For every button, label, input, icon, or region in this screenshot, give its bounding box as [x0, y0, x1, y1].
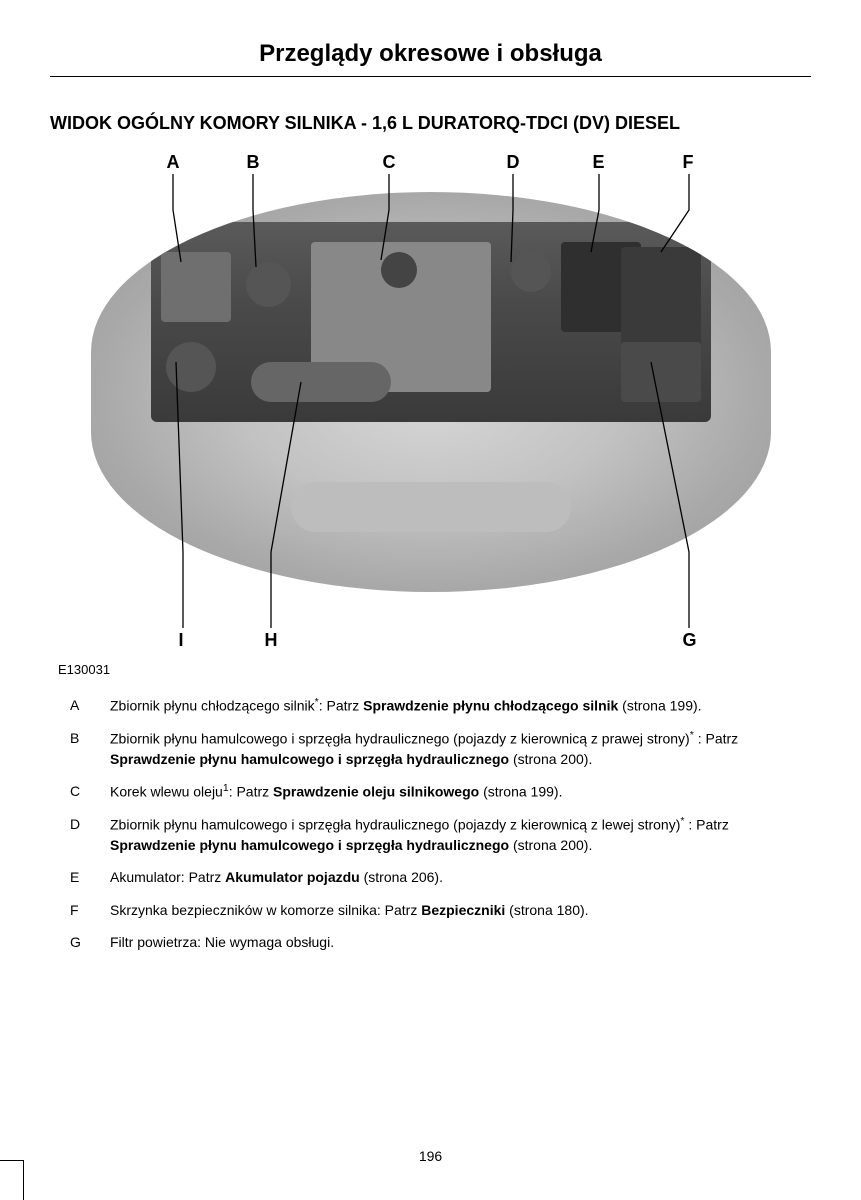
diagram-id: E130031 [58, 662, 811, 677]
callout-lines [51, 152, 811, 652]
legend-list: AZbiornik płynu chłodzącego silnik*: Pat… [50, 695, 811, 952]
legend-letter: A [70, 695, 110, 716]
legend-letter: E [70, 867, 110, 887]
legend-row: FSkrzynka bezpieczników w komorze silnik… [70, 900, 801, 920]
page-number: 196 [0, 1148, 861, 1164]
legend-letter: G [70, 932, 110, 952]
legend-row: CKorek wlewu oleju1: Patrz Sprawdzenie o… [70, 781, 801, 802]
legend-text: Korek wlewu oleju1: Patrz Sprawdzenie ol… [110, 781, 801, 802]
legend-text: Zbiornik płynu hamulcowego i sprzęgła hy… [110, 814, 801, 855]
legend-text: Skrzynka bezpieczników w komorze silnika… [110, 900, 801, 920]
legend-row: BZbiornik płynu hamulcowego i sprzęgła h… [70, 728, 801, 769]
legend-text: Akumulator: Patrz Akumulator pojazdu (st… [110, 867, 801, 887]
legend-text: Zbiornik płynu hamulcowego i sprzęgła hy… [110, 728, 801, 769]
corner-mark [0, 1160, 24, 1200]
title-rule [50, 76, 811, 77]
legend-row: GFiltr powietrza: Nie wymaga obsługi. [70, 932, 801, 952]
legend-row: EAkumulator: Patrz Akumulator pojazdu (s… [70, 867, 801, 887]
legend-row: DZbiornik płynu hamulcowego i sprzęgła h… [70, 814, 801, 855]
legend-letter: B [70, 728, 110, 769]
engine-diagram: A B C D E F I H G [51, 152, 811, 652]
section-heading: WIDOK OGÓLNY KOMORY SILNIKA - 1,6 L DURA… [50, 113, 811, 134]
page-title: Przeglądy okresowe i obsługa [50, 40, 811, 68]
legend-text: Zbiornik płynu chłodzącego silnik*: Patr… [110, 695, 801, 716]
legend-letter: C [70, 781, 110, 802]
legend-letter: F [70, 900, 110, 920]
legend-text: Filtr powietrza: Nie wymaga obsługi. [110, 932, 801, 952]
legend-letter: D [70, 814, 110, 855]
legend-row: AZbiornik płynu chłodzącego silnik*: Pat… [70, 695, 801, 716]
